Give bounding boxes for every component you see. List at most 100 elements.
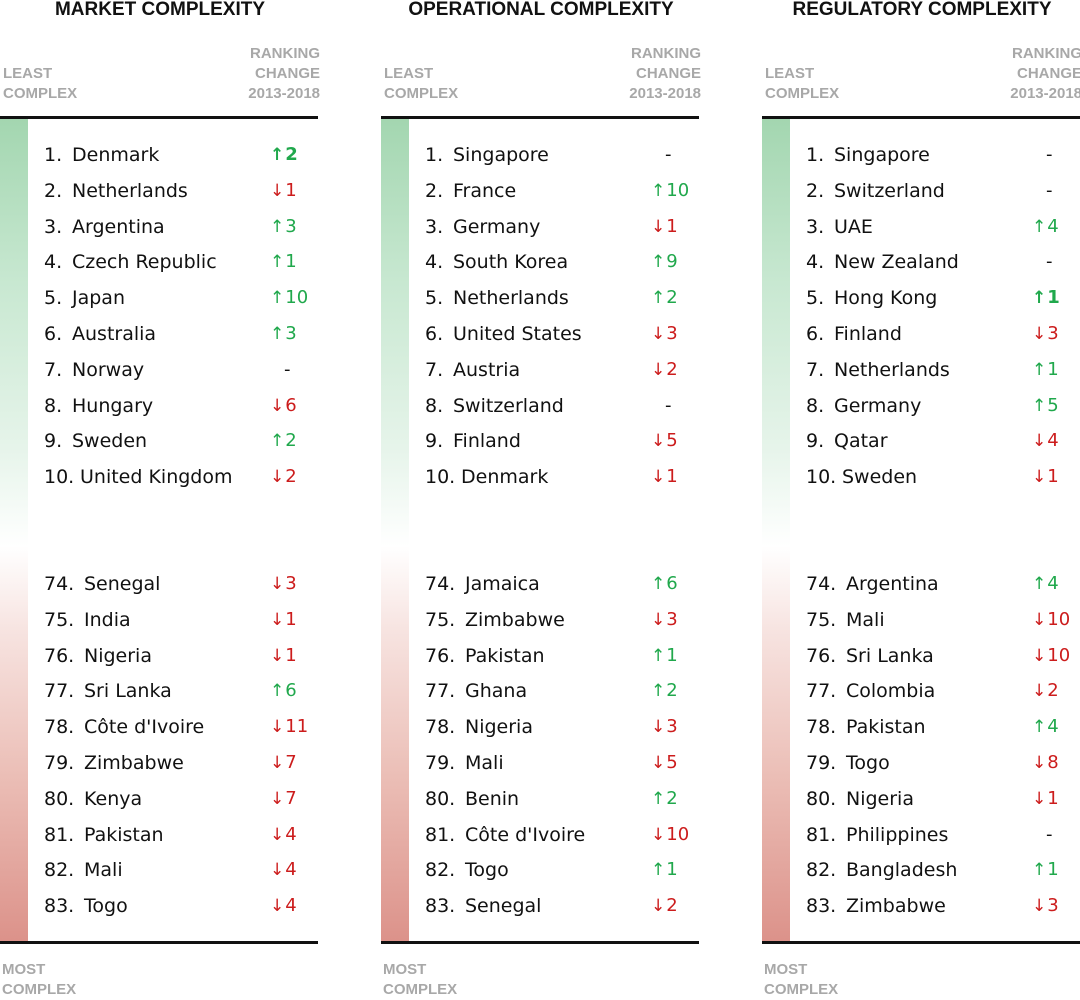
rank-number: 82. bbox=[806, 859, 837, 882]
ranking-change-value: 4 bbox=[285, 895, 297, 917]
arrow-down-icon: ↓ bbox=[651, 467, 666, 488]
rank-number: 6. bbox=[44, 323, 63, 345]
country-name: Sri Lanka bbox=[846, 644, 934, 667]
ranking-change: ↓1 bbox=[1032, 786, 1080, 812]
rank-number: 80. bbox=[425, 787, 456, 810]
table-row: 75. Zimbabwe ↓3 bbox=[425, 607, 697, 633]
rank-number: 81. bbox=[806, 823, 837, 846]
ranking-column-2: OPERATIONAL COMPLEXITY LEAST COMPLEX RANKIN… bbox=[381, 0, 701, 998]
ranking-change: ↓10 bbox=[651, 822, 701, 848]
bottom-rule bbox=[0, 941, 318, 944]
most-complex-label: MOST COMPLEX bbox=[383, 961, 458, 998]
country-name: Qatar bbox=[834, 430, 888, 453]
table-row: 3. Argentina ↑3 bbox=[44, 214, 316, 240]
rank-number: 83. bbox=[44, 895, 75, 918]
rank-number: 81. bbox=[425, 823, 456, 846]
ranking-change: ↓2 bbox=[270, 464, 320, 490]
rank-number: 7. bbox=[806, 358, 825, 381]
ranking-change: ↓3 bbox=[651, 714, 701, 740]
ranking-change: ↑1 bbox=[270, 249, 320, 275]
arrow-down-icon: ↓ bbox=[270, 180, 285, 201]
rank-number: 75. bbox=[44, 608, 75, 631]
country-name: Zimbabwe bbox=[465, 608, 565, 631]
least-complex-label: LEAST COMPLEX bbox=[384, 65, 459, 102]
arrow-down-icon: ↓ bbox=[270, 609, 285, 630]
ranking-change: - bbox=[665, 144, 672, 165]
ranking-change-value: 3 bbox=[285, 323, 297, 344]
ranking-change: ↓6 bbox=[270, 393, 320, 419]
country-name: Colombia bbox=[846, 680, 936, 703]
table-row: 10. Denmark ↓1 bbox=[425, 464, 697, 490]
arrow-up-icon: ↑ bbox=[651, 860, 666, 881]
ranking-change: ↑1 bbox=[1032, 357, 1080, 383]
country-name: Australia bbox=[72, 323, 157, 345]
rank-number: 10. bbox=[44, 466, 75, 489]
ranking-change-value: 10 bbox=[666, 179, 690, 201]
table-row: 10. Sweden ↓1 bbox=[806, 464, 1078, 490]
table-row: 79. Mali ↓5 bbox=[425, 750, 697, 776]
rank-number: 77. bbox=[806, 680, 837, 703]
arrow-down-icon: ↓ bbox=[651, 717, 666, 738]
rank-number: 8. bbox=[425, 394, 444, 417]
table-row: 8. Germany ↑5 bbox=[806, 393, 1078, 419]
ranking-change: ↓10 bbox=[1032, 643, 1080, 669]
arrow-up-icon: ↑ bbox=[651, 288, 666, 309]
ranking-change-value: 10 bbox=[1047, 608, 1071, 630]
rank-number: 5. bbox=[806, 287, 825, 310]
rank-number: 79. bbox=[425, 752, 456, 774]
arrow-down-icon: ↓ bbox=[1032, 645, 1047, 666]
table-row: 80. Benin ↑2 bbox=[425, 786, 697, 812]
arrow-down-icon: ↓ bbox=[270, 860, 285, 881]
table-row: 74. Senegal ↓3 bbox=[44, 571, 316, 597]
arrow-down-icon: ↓ bbox=[651, 824, 666, 845]
table-row: 4. Czech Republic ↑1 bbox=[44, 249, 316, 275]
rank-number: 81. bbox=[44, 823, 75, 846]
ranking-change: - bbox=[1046, 251, 1053, 273]
rank-number: 6. bbox=[806, 323, 825, 345]
ranking-change-value: 7 bbox=[285, 787, 297, 809]
table-row: 7. Netherlands ↑1 bbox=[806, 357, 1078, 383]
rank-number: 3. bbox=[425, 215, 444, 238]
top-rule bbox=[762, 116, 1080, 119]
country-name: Japan bbox=[72, 287, 125, 310]
ranking-change: - bbox=[1046, 144, 1053, 165]
table-row: 2. France ↑10 bbox=[425, 178, 697, 204]
ranking-change-value: 5 bbox=[666, 752, 678, 773]
ranking-change-value: 7 bbox=[285, 752, 297, 773]
table-row: 5. Hong Kong ↑1 bbox=[806, 285, 1078, 311]
table-row: 6. Australia ↑3 bbox=[44, 321, 316, 347]
rank-number: 8. bbox=[806, 394, 825, 417]
table-row: 3. Germany ↓1 bbox=[425, 214, 697, 240]
arrow-up-icon: ↑ bbox=[270, 681, 285, 702]
ranking-change-value: 4 bbox=[1047, 215, 1059, 237]
ranking-change: ↑1 bbox=[1032, 285, 1080, 311]
arrow-up-icon: ↑ bbox=[651, 645, 666, 666]
arrow-down-icon: ↓ bbox=[270, 395, 285, 416]
country-name: Netherlands bbox=[453, 287, 569, 310]
country-name: Pakistan bbox=[846, 716, 926, 739]
ranking-change: ↓3 bbox=[1032, 321, 1080, 347]
country-name: Switzerland bbox=[453, 394, 564, 417]
ranking-change-value: 2 bbox=[666, 287, 678, 309]
ranking-change: ↑9 bbox=[651, 249, 701, 275]
table-row: 7. Austria ↓2 bbox=[425, 357, 697, 383]
ranking-change: ↓10 bbox=[1032, 607, 1080, 633]
ranking-change-value: 4 bbox=[1047, 716, 1059, 738]
country-name: New Zealand bbox=[834, 251, 959, 274]
ranking-change: ↓3 bbox=[651, 607, 701, 633]
rank-number: 74. bbox=[44, 573, 75, 595]
table-row: 78. Pakistan ↑4 bbox=[806, 714, 1078, 740]
arrow-down-icon: ↓ bbox=[651, 324, 666, 344]
arrow-up-icon: ↑ bbox=[651, 681, 666, 702]
ranking-change: ↑10 bbox=[651, 178, 701, 204]
arrow-down-icon: ↓ bbox=[270, 896, 285, 917]
country-name: Nigeria bbox=[84, 644, 152, 667]
ranking-change: - bbox=[284, 358, 291, 380]
table-row: 1. Singapore - bbox=[425, 142, 697, 168]
bottom-rule bbox=[381, 941, 699, 944]
rank-number: 78. bbox=[806, 716, 837, 739]
arrow-up-icon: ↑ bbox=[1032, 288, 1047, 309]
ranking-change: ↑3 bbox=[270, 214, 320, 240]
ranking-change-value: 2 bbox=[285, 466, 297, 488]
country-name: Mali bbox=[846, 608, 885, 631]
